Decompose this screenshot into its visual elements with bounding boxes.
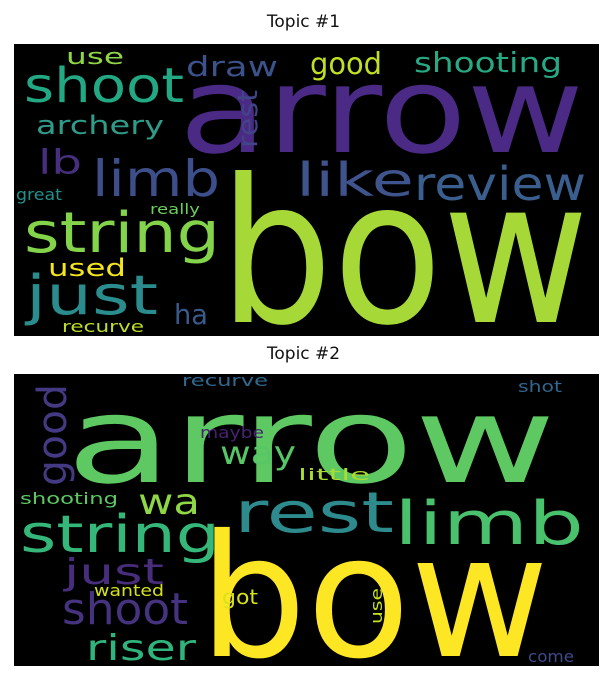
word-review: review xyxy=(414,157,586,211)
word-good: good xyxy=(310,47,382,82)
word-limb: limb xyxy=(394,489,584,559)
word-use: use xyxy=(367,588,386,624)
word-arrow: arrow xyxy=(179,44,584,181)
word-draw: draw xyxy=(186,50,278,83)
word-ha: ha xyxy=(174,298,208,331)
word-really: really xyxy=(150,202,200,218)
word-bow: bow xyxy=(199,499,549,666)
word-rest: rest xyxy=(231,90,264,148)
word-wanted: wanted xyxy=(94,581,164,600)
word-string: string xyxy=(24,201,220,266)
word-shoot: shoot xyxy=(24,58,184,114)
word-bow: bow xyxy=(219,137,589,336)
word-string: string xyxy=(20,505,220,565)
word-arrow: arrow xyxy=(66,374,556,511)
topic-1-wordcloud: bow arrow shoot limb string just like re… xyxy=(14,44,599,336)
word-got: got xyxy=(222,585,258,609)
word-use: use xyxy=(66,45,124,70)
topic-2-wordcloud: arrow bow rest limb string good way wa j… xyxy=(14,374,599,666)
word-just: just xyxy=(62,552,164,593)
word-limb: limb xyxy=(92,150,220,208)
word-lb: lb xyxy=(38,143,82,183)
word-like: like xyxy=(296,153,414,207)
word-wa: wa xyxy=(138,482,200,523)
word-good: good xyxy=(30,384,76,486)
word-used: used xyxy=(48,254,126,282)
word-way: way xyxy=(220,434,296,472)
word-little: little xyxy=(298,465,370,484)
word-just: just xyxy=(25,264,158,327)
word-maybe: maybe xyxy=(200,423,264,442)
word-shoot: shoot xyxy=(62,584,188,635)
word-rest: rest xyxy=(234,481,394,546)
topic-2-title: Topic #2 xyxy=(266,344,341,364)
word-great: great xyxy=(16,185,62,204)
word-shooting: shooting xyxy=(20,489,118,508)
word-archery: archery xyxy=(36,111,164,141)
word-recurve: recurve xyxy=(62,317,144,336)
word-shot: shot xyxy=(518,377,562,396)
word-shooting: shooting xyxy=(414,46,562,79)
word-recurve: recurve xyxy=(182,374,268,390)
word-riser: riser xyxy=(86,628,196,666)
topic-1-title: Topic #1 xyxy=(266,12,341,32)
word-come: come xyxy=(528,647,574,666)
